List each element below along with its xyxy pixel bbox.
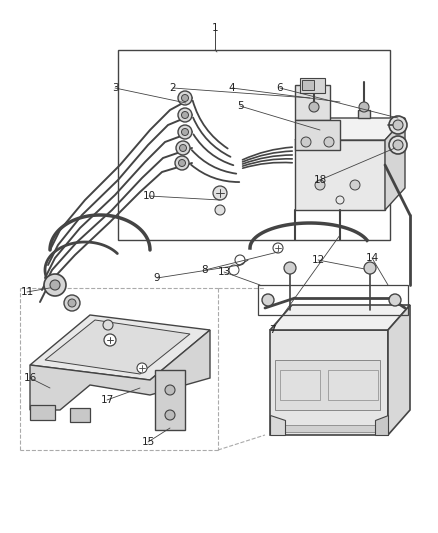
Circle shape (175, 156, 189, 170)
Polygon shape (30, 315, 210, 380)
Polygon shape (295, 140, 385, 210)
Polygon shape (270, 330, 388, 435)
Circle shape (181, 94, 188, 101)
Circle shape (103, 320, 113, 330)
Bar (258, 285, 408, 315)
Polygon shape (70, 408, 90, 422)
Bar (118, 50, 390, 240)
Circle shape (178, 108, 192, 122)
Circle shape (68, 299, 76, 307)
Bar (275, 425, 380, 432)
Circle shape (235, 255, 245, 265)
Polygon shape (385, 118, 405, 210)
Circle shape (104, 334, 116, 346)
Circle shape (359, 102, 369, 112)
Circle shape (179, 159, 186, 166)
Circle shape (213, 186, 227, 200)
Text: 6: 6 (277, 83, 283, 93)
Polygon shape (375, 415, 388, 435)
Text: 15: 15 (141, 437, 155, 447)
Circle shape (284, 262, 296, 274)
Circle shape (180, 144, 187, 151)
Text: 18: 18 (313, 175, 327, 185)
Circle shape (176, 141, 190, 155)
Circle shape (165, 385, 175, 395)
Circle shape (389, 294, 401, 306)
Polygon shape (30, 330, 210, 410)
Text: 13: 13 (217, 267, 231, 277)
Circle shape (229, 265, 239, 275)
Circle shape (389, 116, 407, 134)
Text: 14: 14 (365, 253, 378, 263)
Bar (300, 78, 325, 93)
Text: 10: 10 (142, 191, 155, 201)
Text: 16: 16 (23, 373, 37, 383)
Text: 4: 4 (229, 83, 235, 93)
Polygon shape (295, 120, 340, 150)
Text: 3: 3 (112, 83, 118, 93)
Circle shape (64, 295, 80, 311)
Polygon shape (388, 305, 410, 435)
Circle shape (393, 120, 403, 130)
Polygon shape (30, 405, 55, 420)
Text: 1: 1 (212, 23, 218, 33)
Circle shape (178, 91, 192, 105)
Circle shape (165, 410, 175, 420)
Circle shape (301, 137, 311, 147)
Circle shape (50, 280, 60, 290)
Text: 11: 11 (21, 287, 34, 297)
Text: 5: 5 (237, 101, 244, 111)
Circle shape (178, 125, 192, 139)
Polygon shape (358, 110, 370, 118)
Bar (275, 360, 380, 410)
Text: 9: 9 (154, 273, 160, 283)
Circle shape (315, 180, 325, 190)
Circle shape (273, 243, 283, 253)
Bar (328, 370, 378, 400)
Circle shape (137, 363, 147, 373)
Polygon shape (155, 370, 185, 430)
Polygon shape (45, 320, 190, 374)
Circle shape (350, 180, 360, 190)
Circle shape (262, 294, 274, 306)
Polygon shape (295, 118, 405, 140)
Polygon shape (270, 415, 285, 435)
Circle shape (393, 140, 403, 150)
Polygon shape (295, 85, 330, 120)
Bar (280, 370, 320, 400)
Circle shape (181, 111, 188, 118)
Polygon shape (270, 305, 410, 330)
Text: 12: 12 (311, 255, 325, 265)
Text: 2: 2 (170, 83, 177, 93)
Circle shape (324, 137, 334, 147)
Circle shape (309, 102, 319, 112)
Circle shape (44, 274, 66, 296)
Bar (302, 80, 314, 90)
Circle shape (181, 128, 188, 135)
Circle shape (364, 262, 376, 274)
Polygon shape (308, 110, 320, 118)
Circle shape (389, 136, 407, 154)
Text: 7: 7 (268, 325, 276, 335)
Text: 8: 8 (201, 265, 208, 275)
Circle shape (215, 205, 225, 215)
Text: 17: 17 (100, 395, 113, 405)
